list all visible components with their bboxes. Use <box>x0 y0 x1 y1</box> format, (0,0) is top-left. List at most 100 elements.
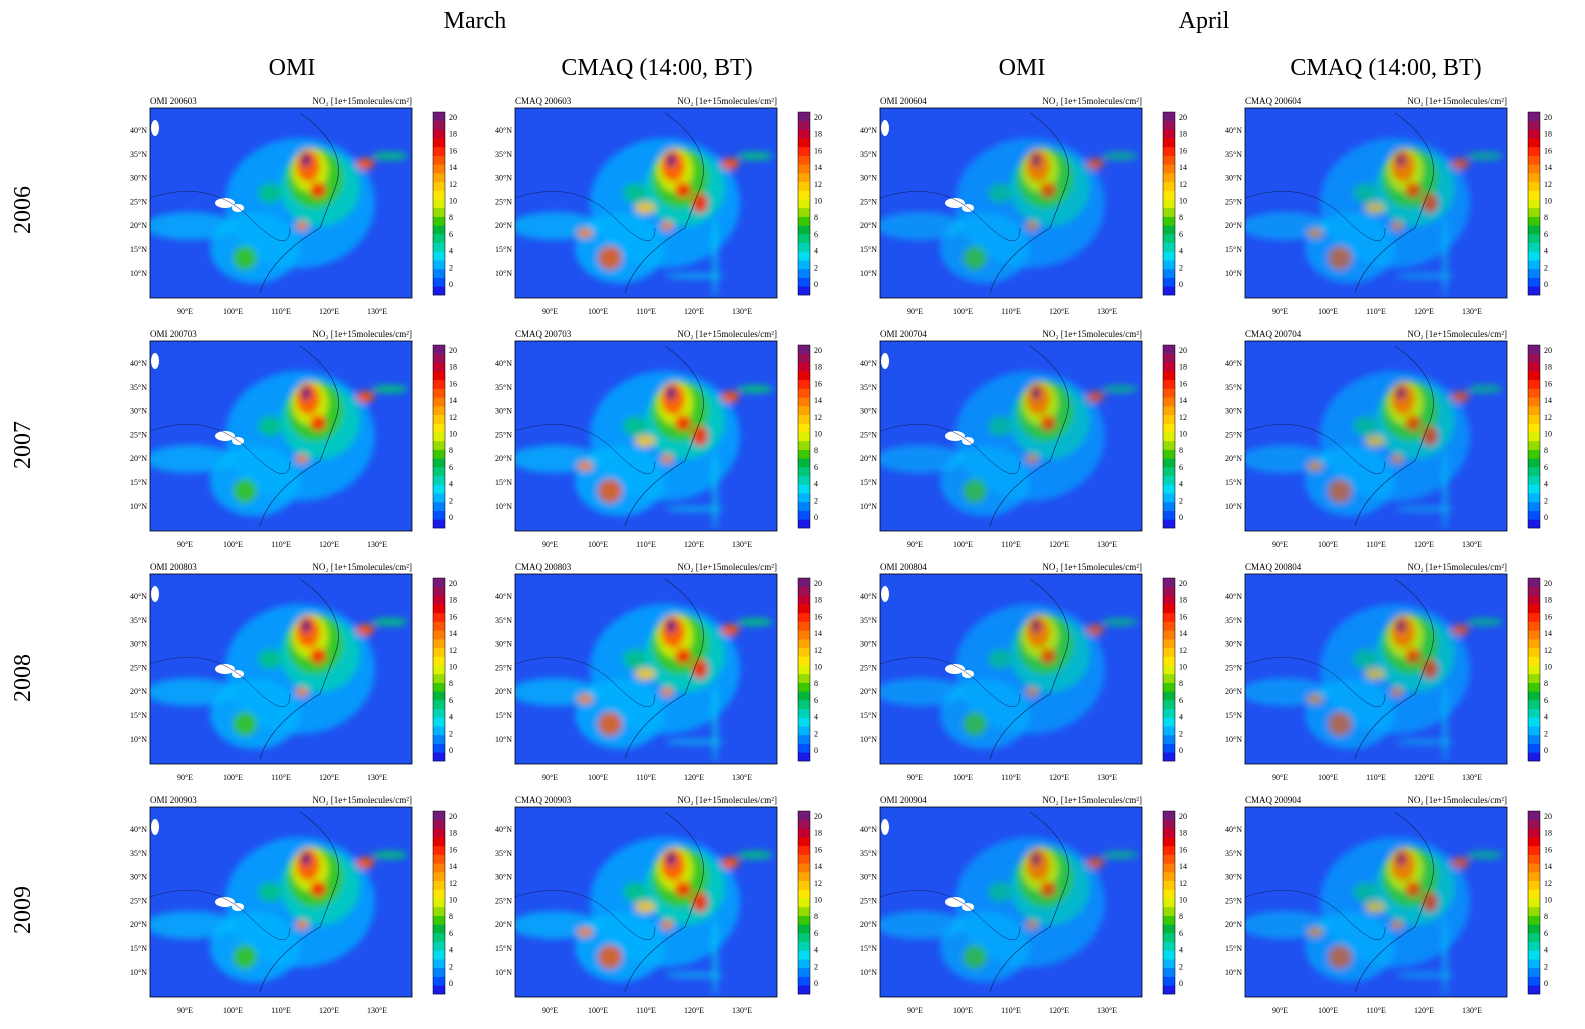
no2-blob <box>1396 386 1406 400</box>
lat-label: 15°N <box>495 478 512 487</box>
colorbar-tick-label: 12 <box>814 879 822 888</box>
colorbar-tick-label: 0 <box>814 746 818 755</box>
colorbar-swatch <box>1163 977 1175 986</box>
lon-label: 90°E <box>177 773 193 782</box>
colorbar-swatch <box>1528 985 1540 994</box>
lat-label: 10°N <box>495 735 512 744</box>
panel-title: CMAQ 200603 <box>515 96 572 106</box>
colorbar-tick-label: 20 <box>449 113 457 122</box>
colorbar-swatch <box>798 933 810 942</box>
colorbar-tick-label: 10 <box>1544 197 1552 206</box>
colorbar-swatch <box>1528 484 1540 493</box>
colorbar-swatch <box>798 519 810 528</box>
colorbar-swatch <box>798 613 810 622</box>
colorbar-swatch <box>433 595 445 604</box>
colorbar-swatch <box>1528 691 1540 700</box>
colorbar-tick-label: 0 <box>1179 280 1183 289</box>
colorbar-tick-label: 12 <box>1544 879 1552 888</box>
colorbar-tick-label: 18 <box>1544 363 1552 372</box>
colorbar-swatch <box>798 182 810 191</box>
year-label: 2009 <box>10 886 36 934</box>
no2-blob <box>1102 152 1138 160</box>
no2-blob <box>1328 479 1352 503</box>
colorbar-swatch <box>433 656 445 665</box>
lat-label: 10°N <box>495 502 512 511</box>
colorbar-tick-label: 20 <box>1179 113 1187 122</box>
colorbar-tick-label: 12 <box>814 180 822 189</box>
lat-label: 35°N <box>495 150 512 159</box>
no2-blob <box>1365 668 1385 680</box>
colorbar-swatch <box>1528 622 1540 631</box>
no2-blob <box>1451 158 1469 170</box>
lat-label: 40°N <box>130 359 147 368</box>
colorbar-swatch <box>798 121 810 130</box>
colorbar-swatch <box>433 121 445 130</box>
colorbar-swatch <box>798 138 810 147</box>
lon-label: 130°E <box>1462 540 1482 549</box>
no2-blob <box>310 415 326 431</box>
no2-blob <box>258 183 282 203</box>
colorbar-swatch <box>798 511 810 520</box>
lat-label: 25°N <box>1225 896 1242 905</box>
no2-blob <box>665 972 725 978</box>
colorbar-swatch <box>1528 156 1540 165</box>
colorbar-swatch <box>1163 467 1175 476</box>
colorbar-swatch <box>1528 726 1540 735</box>
colorbar-tick-label: 4 <box>1544 247 1548 256</box>
colorbar-swatch <box>1163 578 1175 587</box>
colorbar-swatch <box>433 846 445 855</box>
colorbar-swatch <box>1163 968 1175 977</box>
colorbar-tick-label: 2 <box>1179 263 1183 272</box>
colorbar-swatch <box>798 217 810 226</box>
colorbar-swatch <box>433 286 445 295</box>
no2-blob <box>1353 183 1377 203</box>
colorbar-swatch <box>798 656 810 665</box>
colorbar-swatch <box>1528 863 1540 872</box>
colorbar-tick-label: 16 <box>1544 146 1552 155</box>
colorbar-swatch <box>798 190 810 199</box>
colorbar-tick-label: 16 <box>1544 845 1552 854</box>
map-panel: OMI 200903NO₂ [1e+15molecules/cm²]40°N35… <box>130 795 457 1015</box>
missing-data <box>945 198 965 208</box>
colorbar-swatch <box>433 450 445 459</box>
colorbar-swatch <box>1528 968 1540 977</box>
no2-blob <box>1405 415 1421 431</box>
colorbar-swatch <box>1528 587 1540 596</box>
colorbar-swatch <box>1163 389 1175 398</box>
lon-label: 100°E <box>223 307 243 316</box>
colorbar-tick-label: 20 <box>449 346 457 355</box>
colorbar-swatch <box>433 691 445 700</box>
colorbar-tick-label: 6 <box>449 463 453 472</box>
month-title: April <box>1179 8 1230 34</box>
no2-blob <box>1395 972 1455 978</box>
no2-blob <box>1467 618 1503 626</box>
colorbar-swatch <box>1163 855 1175 864</box>
colorbar-swatch <box>1163 432 1175 441</box>
lon-label: 130°E <box>367 773 387 782</box>
panel-title: CMAQ 200904 <box>1245 795 1302 805</box>
lon-label: 90°E <box>177 307 193 316</box>
no2-blob <box>1396 153 1406 167</box>
colorbar-swatch <box>433 208 445 217</box>
colorbar-tick-label: 0 <box>814 979 818 988</box>
colorbar-tick-label: 18 <box>814 596 822 605</box>
colorbar-swatch <box>798 208 810 217</box>
colorbar-swatch <box>433 234 445 243</box>
lat-label: 25°N <box>495 430 512 439</box>
lon-label: 130°E <box>367 1006 387 1015</box>
colorbar-swatch <box>433 639 445 648</box>
colorbar-swatch <box>1163 959 1175 968</box>
colorbar-swatch <box>1528 190 1540 199</box>
lat-label: 10°N <box>860 269 877 278</box>
lat-label: 40°N <box>860 825 877 834</box>
colorbar-tick-label: 8 <box>1179 446 1183 455</box>
colorbar-swatch <box>1528 225 1540 234</box>
no2-blob <box>1102 618 1138 626</box>
colorbar-swatch <box>433 406 445 415</box>
colorbar-tick-label: 0 <box>1179 513 1183 522</box>
no2-blob <box>666 386 676 400</box>
colorbar-swatch <box>1163 907 1175 916</box>
colorbar-swatch <box>798 837 810 846</box>
colorbar-swatch <box>798 173 810 182</box>
colorbar-tick-label: 8 <box>814 213 818 222</box>
